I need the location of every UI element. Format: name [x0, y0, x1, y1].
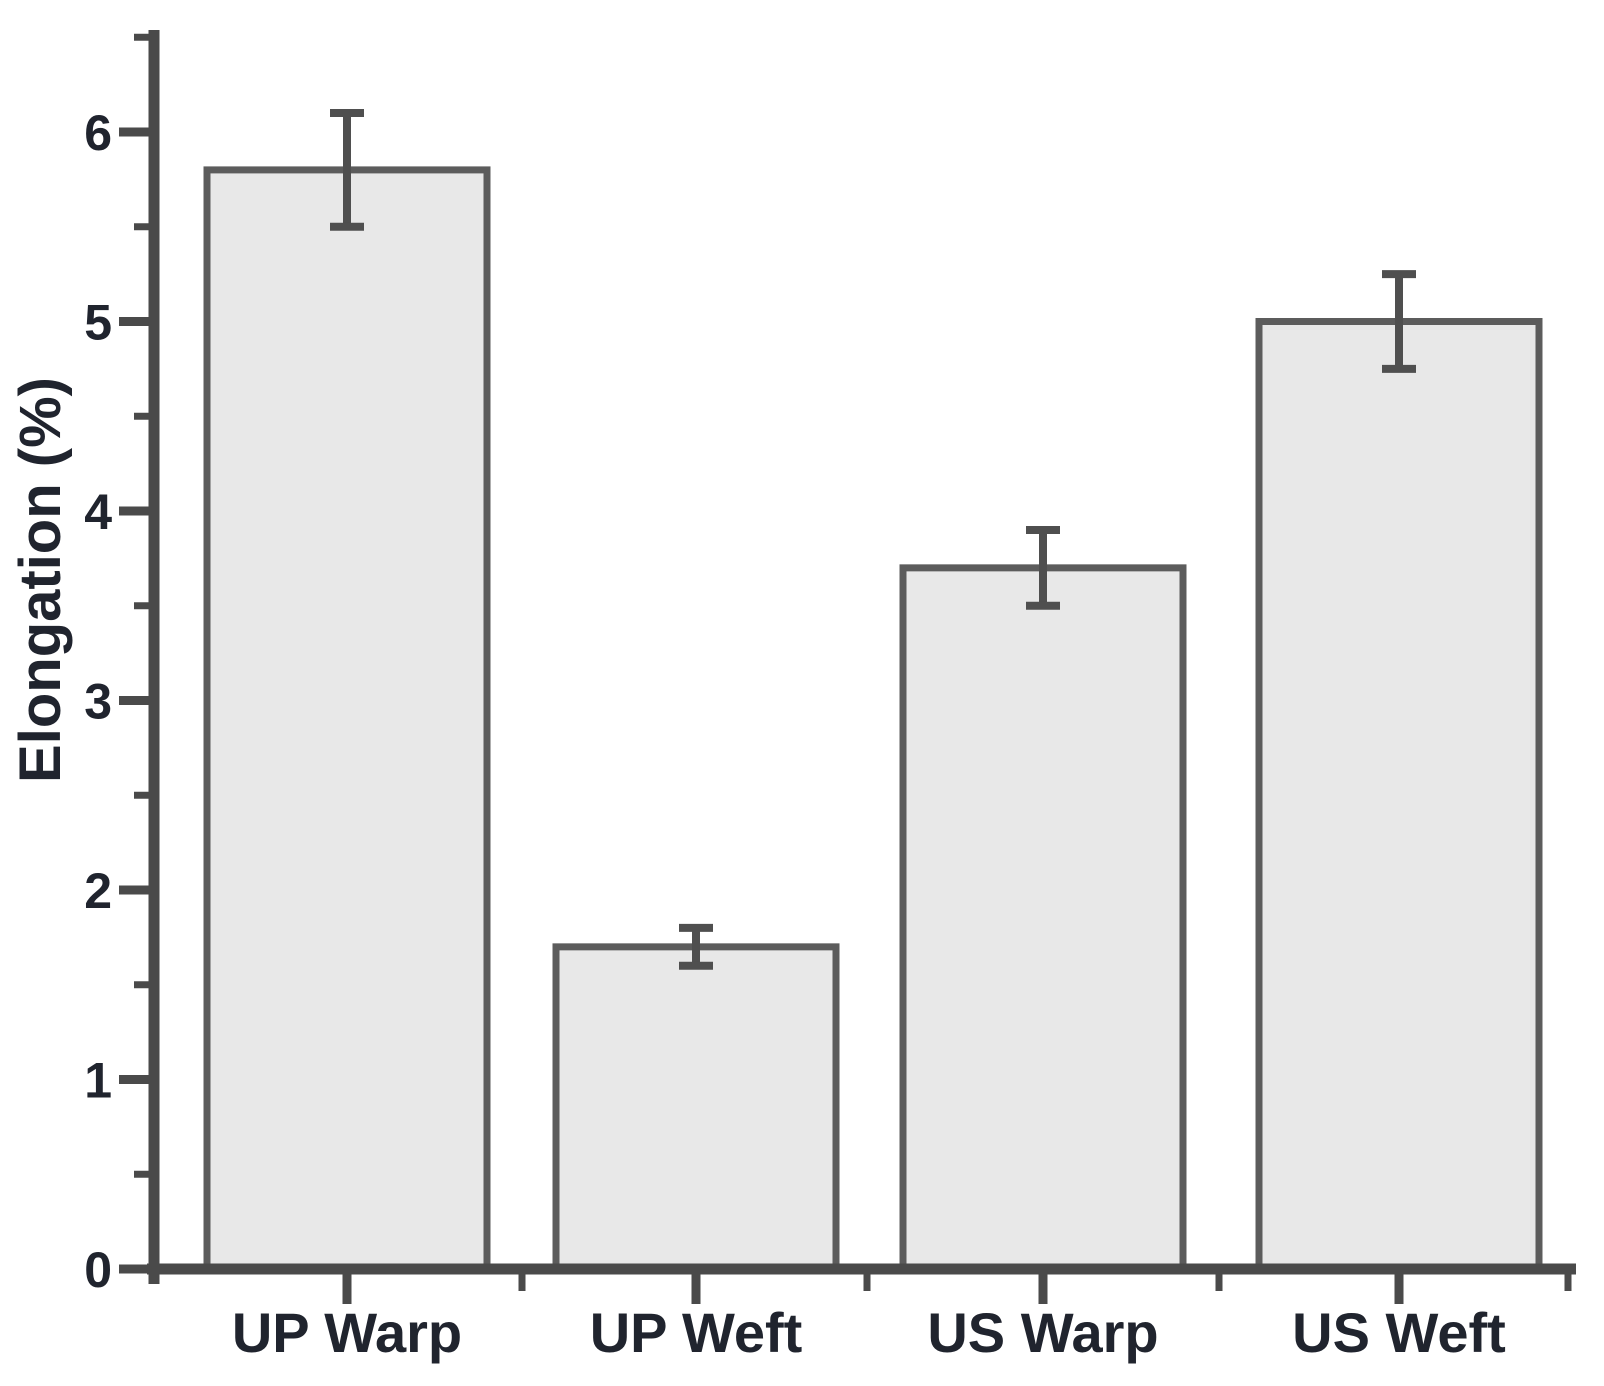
bar-us-warp: [899, 564, 1187, 1273]
y-tick-label-0: 0: [84, 1242, 112, 1298]
x-category-label-us-warp: US Warp: [927, 1301, 1158, 1364]
y-tick-label-4: 4: [84, 484, 112, 540]
y-tick-label-1: 1: [84, 1053, 112, 1109]
y-tick-label-3: 3: [84, 674, 112, 730]
x-category-label-up-weft: UP Weft: [590, 1301, 803, 1364]
bar-us-weft: [1255, 318, 1543, 1273]
y-tick-label-6: 6: [84, 105, 112, 161]
bar-up-weft: [552, 943, 840, 1273]
y-tick-label-2: 2: [84, 863, 112, 919]
x-category-label-up-warp: UP Warp: [232, 1301, 462, 1364]
y-axis-title: Elongation (%): [8, 377, 73, 783]
y-tick-label-5: 5: [84, 295, 112, 351]
bar-up-warp: [203, 166, 491, 1273]
x-category-label-us-weft: US Weft: [1292, 1301, 1506, 1364]
